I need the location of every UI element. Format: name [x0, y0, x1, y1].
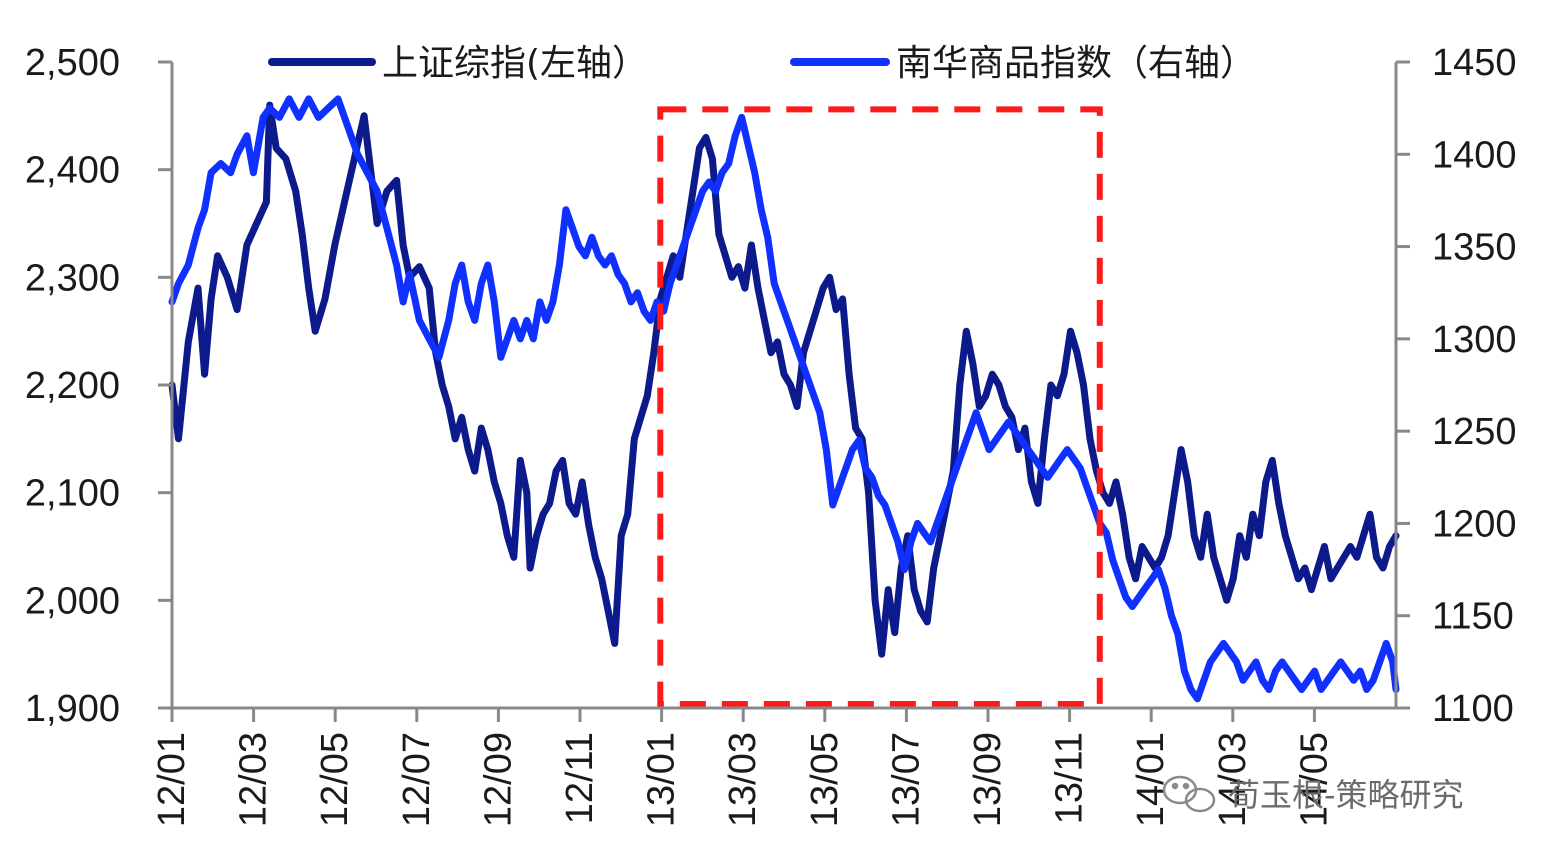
left-tick-label: 2,500 — [25, 42, 120, 84]
x-tick-label: 12/03 — [233, 732, 275, 827]
watermark: 荀玉根-策略研究 — [1162, 775, 1464, 814]
legend: 上证综指(左轴） 南华商品指数（右轴） — [268, 43, 1256, 84]
left-tick-label: 2,400 — [25, 150, 120, 192]
legend-label-shanghai: 上证综指(左轴） — [382, 43, 648, 84]
annotation-dashed-rect — [657, 106, 1103, 707]
x-tick-label: 12/09 — [477, 732, 519, 827]
left-tick-label: 2,000 — [25, 580, 120, 622]
right-tick-label: 1200 — [1432, 503, 1517, 545]
x-tick-label: 13/11 — [1049, 732, 1091, 824]
watermark-text: 荀玉根-策略研究 — [1228, 776, 1464, 814]
annotation-layer — [657, 106, 1103, 707]
x-tick-label: 12/07 — [396, 732, 438, 827]
series-layer — [168, 95, 1400, 703]
right-tick-label: 1450 — [1432, 42, 1517, 84]
right-tick-label: 1150 — [1432, 596, 1514, 638]
wechat-icon — [1162, 775, 1216, 813]
x-tick-label: 12/01 — [151, 732, 193, 827]
series-line-nanhua — [168, 95, 1400, 703]
axes-layer: 1,900 2,000 2,100 2,200 2,300 2,400 2,500 1100 1… — [25, 42, 1517, 827]
x-tick-label: 14/03 — [1212, 732, 1254, 827]
left-tick-label: 1,900 — [25, 688, 120, 730]
series-line-shanghai — [168, 101, 1400, 658]
legend-label-nanhua: 南华商品指数（右轴） — [896, 43, 1256, 84]
right-tick-label: 1100 — [1432, 688, 1514, 730]
right-tick-label: 1350 — [1432, 227, 1517, 269]
x-tick-label: 13/05 — [804, 732, 846, 827]
left-tick-label: 2,200 — [25, 365, 120, 407]
right-tick-label: 1300 — [1432, 319, 1517, 361]
left-tick-label: 2,300 — [25, 257, 120, 299]
x-tick-label: 14/05 — [1293, 732, 1335, 827]
x-tick-label: 12/11 — [559, 732, 601, 824]
right-tick-label: 1250 — [1432, 411, 1517, 453]
left-tick-label: 2,100 — [25, 473, 120, 515]
x-tick-label: 12/05 — [314, 732, 356, 827]
x-tick-label: 13/01 — [641, 732, 683, 827]
right-tick-label: 1400 — [1432, 134, 1517, 176]
x-tick-label: 14/01 — [1130, 732, 1172, 827]
x-tick-label: 13/07 — [885, 732, 927, 827]
x-tick-label: 13/03 — [722, 732, 764, 827]
x-tick-label: 13/09 — [967, 732, 1009, 827]
